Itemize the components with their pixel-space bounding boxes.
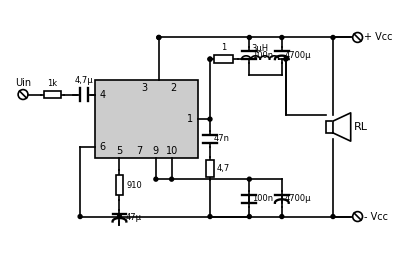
Bar [326,121,333,133]
Circle shape [208,215,212,218]
Bar [214,55,234,63]
Text: 4700μ: 4700μ [285,194,311,203]
Circle shape [170,177,174,181]
Text: 4: 4 [100,89,106,100]
Circle shape [280,215,284,218]
Text: 4,7: 4,7 [217,164,230,173]
Text: 3μH: 3μH [252,44,269,53]
Text: 100n: 100n [252,194,274,203]
Bar [44,91,61,99]
Text: 100n: 100n [252,51,274,60]
Circle shape [154,177,158,181]
Circle shape [208,57,212,61]
Text: 47μ: 47μ [125,213,141,222]
Text: 10: 10 [166,146,178,156]
Text: 910: 910 [126,181,142,189]
Text: 7: 7 [136,146,142,156]
Circle shape [157,36,161,39]
Text: - Vcc: - Vcc [364,212,388,221]
Circle shape [78,215,82,218]
Text: 3: 3 [141,83,147,93]
Text: 9: 9 [153,146,159,156]
Circle shape [247,36,251,39]
Circle shape [208,57,212,61]
Circle shape [157,36,161,39]
Text: 4700μ: 4700μ [285,51,311,60]
Circle shape [331,36,335,39]
Text: + Vcc: + Vcc [364,33,393,42]
Circle shape [280,36,284,39]
Text: 4,7μ: 4,7μ [75,76,93,85]
Text: 2: 2 [170,83,177,93]
Circle shape [284,57,288,61]
Circle shape [208,117,212,121]
Circle shape [331,215,335,218]
Circle shape [247,215,251,218]
Circle shape [118,215,122,218]
Text: RL: RL [354,122,368,132]
Text: 1k: 1k [48,79,58,88]
Text: 6: 6 [100,142,106,152]
Text: Uin: Uin [15,78,31,88]
Text: 5: 5 [116,146,122,156]
Text: 47n: 47n [214,134,230,143]
Polygon shape [333,113,351,141]
Text: 1: 1 [187,114,193,124]
Bar [206,160,214,177]
Circle shape [247,177,251,181]
Bar [116,175,124,195]
Bar [95,80,198,158]
Text: 1: 1 [221,43,226,52]
